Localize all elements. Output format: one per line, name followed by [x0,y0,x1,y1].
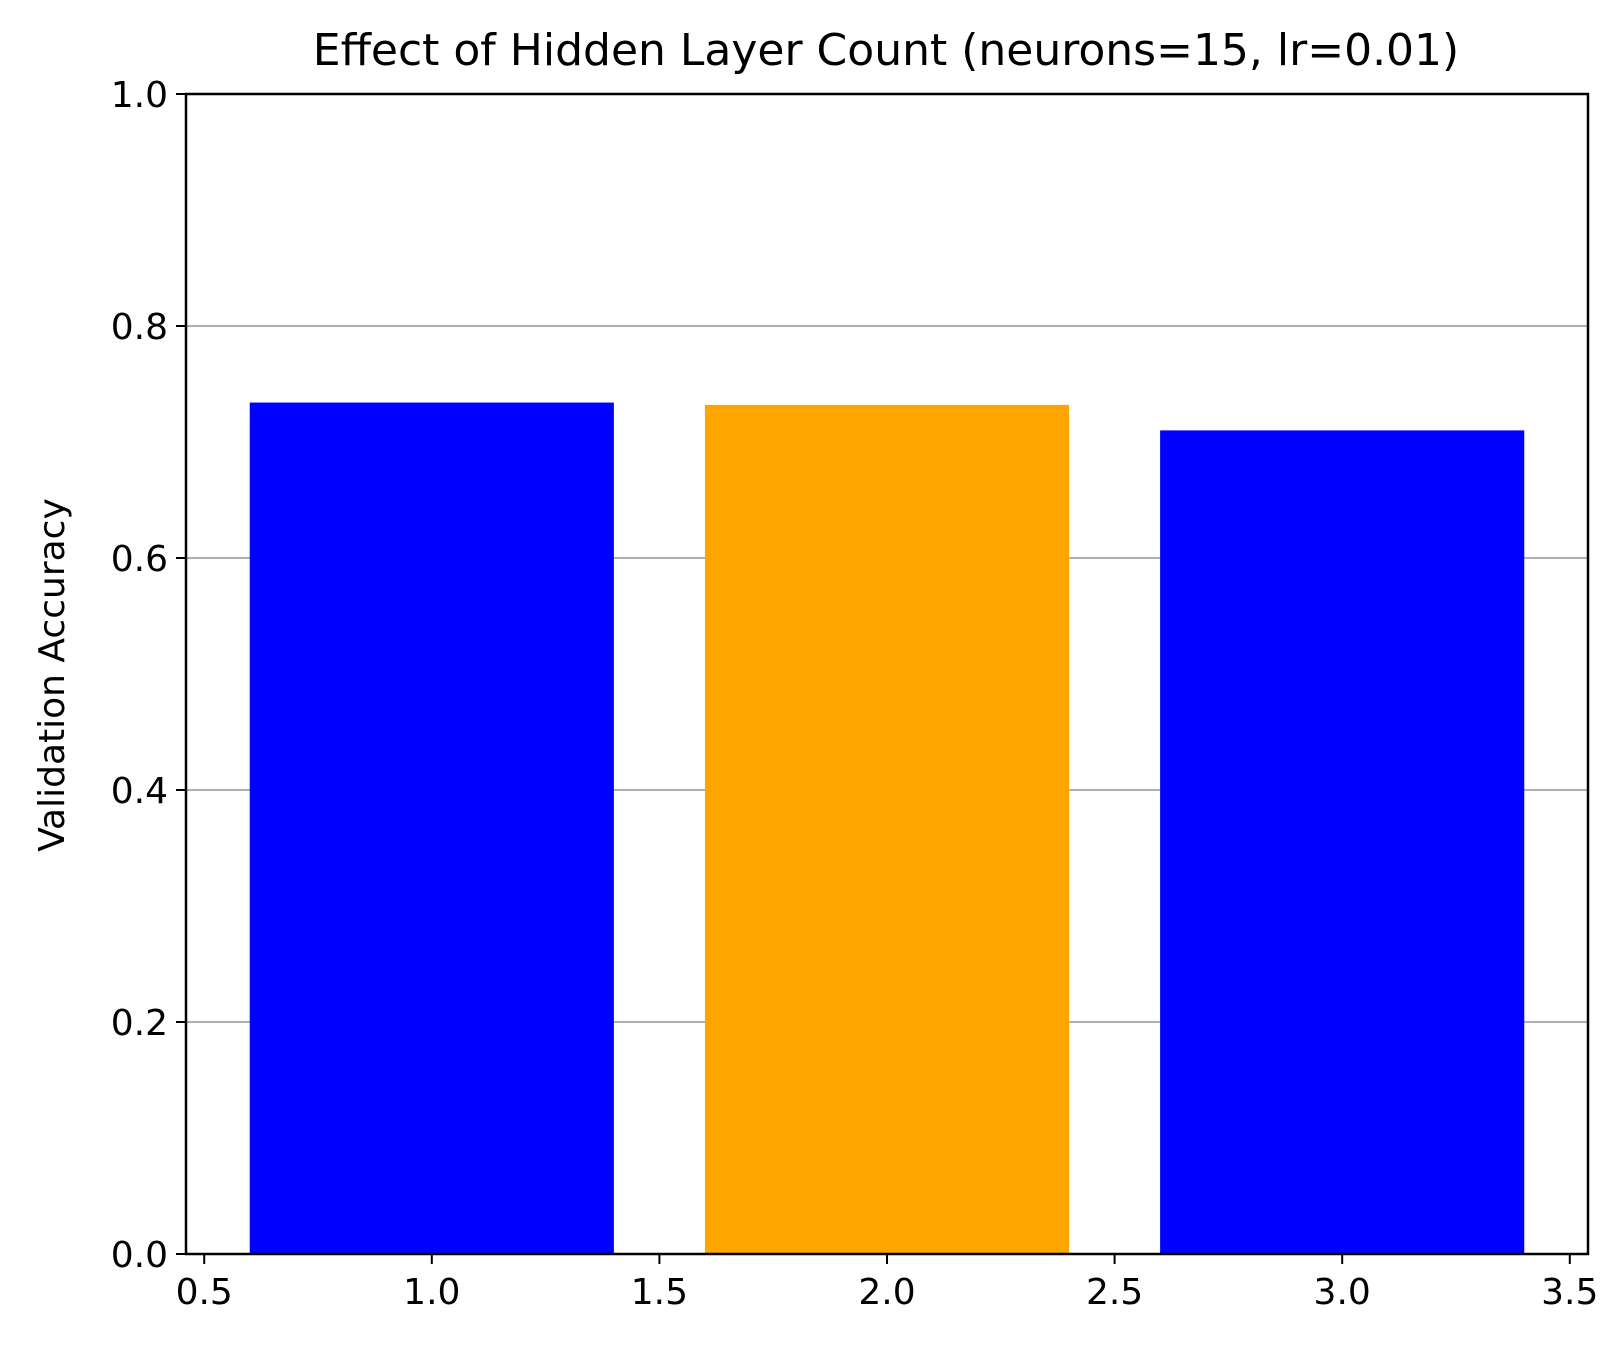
bar [704,404,1070,1254]
y-tick-label: 0.8 [111,307,168,348]
y-axis-ticks: 0.0 0.2 0.4 0.6 0.8 1.0 [111,75,186,1276]
bars [249,402,1525,1254]
y-tick-label: 0.6 [111,539,168,580]
y-tick-label: 1.0 [111,75,168,116]
bar [1160,430,1525,1254]
bar [249,402,614,1254]
y-tick-label: 0.0 [111,1235,168,1276]
x-tick-label: 2.0 [858,1272,915,1313]
x-tick-label: 1.0 [403,1272,460,1313]
x-tick-label: 3.0 [1314,1272,1371,1313]
x-axis-ticks: 0.5 1.0 1.5 2.0 2.5 3.0 3.5 [176,1254,1598,1313]
chart-title: Effect of Hidden Layer Count (neurons=15… [313,25,1459,76]
x-tick-label: 1.5 [631,1272,688,1313]
x-tick-label: 3.5 [1541,1272,1598,1313]
y-tick-label: 0.2 [111,1003,168,1044]
y-axis-label: Validation Accuracy [32,498,73,852]
x-tick-label: 0.5 [176,1272,233,1313]
y-tick-label: 0.4 [111,771,168,812]
x-tick-label: 2.5 [1086,1272,1143,1313]
